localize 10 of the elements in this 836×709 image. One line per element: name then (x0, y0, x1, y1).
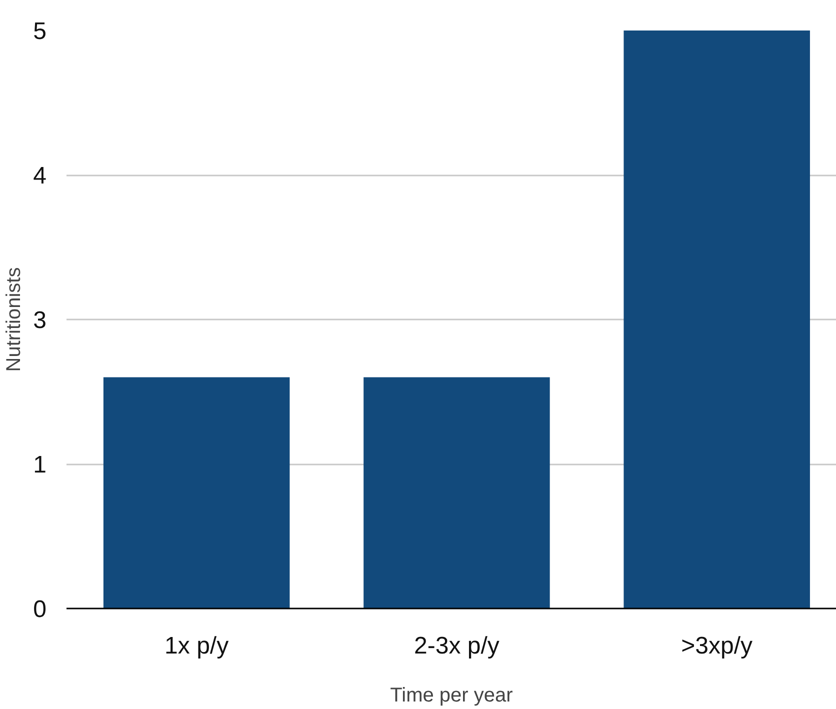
y-tick-label: 1 (33, 452, 47, 478)
x-tick-label: 2-3x p/y (414, 632, 500, 660)
y-tick-label: 5 (33, 18, 47, 45)
y-tick-label: 3 (33, 307, 47, 334)
x-axis-title: Time per year (390, 684, 514, 706)
y-axis-title: Nutritionists (3, 267, 26, 372)
x-tick-label: 1x p/y (164, 632, 229, 660)
y-tick-label: 4 (33, 162, 47, 190)
y-tick-label: 0 (33, 596, 47, 623)
x-tick-label: >3xp/y (681, 632, 753, 660)
